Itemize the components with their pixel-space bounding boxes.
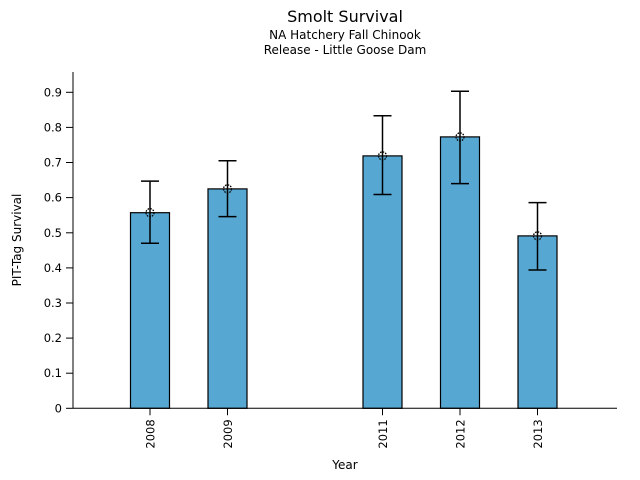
y-tick-label-0.4: 0.4	[44, 261, 62, 275]
x-tick-label-2012: 2012	[454, 419, 468, 448]
x-tick-label-2011: 2011	[376, 419, 390, 448]
y-tick-label-0.9: 0.9	[44, 85, 62, 99]
bar-marker-2011	[377, 151, 388, 161]
chart-subtitle-line2: Release - Little Goose Dam	[263, 43, 427, 57]
y-tick-label-0.1: 0.1	[44, 366, 62, 380]
bar-marker-2008	[145, 208, 155, 218]
y-tick-label-0.7: 0.7	[44, 156, 62, 170]
x-tick-label-2009: 2009	[221, 419, 235, 448]
y-tick-label-0.8: 0.8	[44, 120, 62, 134]
y-tick-label-0: 0	[55, 401, 62, 415]
chart-subtitle-line1: NA Hatchery Fall Chinook	[269, 28, 421, 42]
bar-2009	[207, 188, 248, 409]
title-block: Smolt Survival NA Hatchery Fall Chinook …	[73, 6, 617, 58]
bar-marker-2009	[222, 184, 233, 194]
y-tick-label-0.6: 0.6	[44, 191, 62, 205]
chart-title: Smolt Survival	[287, 7, 403, 26]
y-tick-label-0.3: 0.3	[44, 296, 62, 310]
bar-marker-2013	[532, 231, 543, 241]
bar-marker-2012	[455, 132, 465, 142]
x-axis-label: Year	[332, 458, 358, 472]
y-tick-label-0.2: 0.2	[44, 331, 62, 345]
y-axis-label: PIT-Tag Survival	[10, 193, 24, 287]
x-tick-label-2008: 2008	[144, 419, 158, 448]
bar-2008	[129, 212, 171, 409]
x-tick-label-2013: 2013	[531, 419, 545, 448]
y-tick-label-0.5: 0.5	[44, 226, 62, 240]
